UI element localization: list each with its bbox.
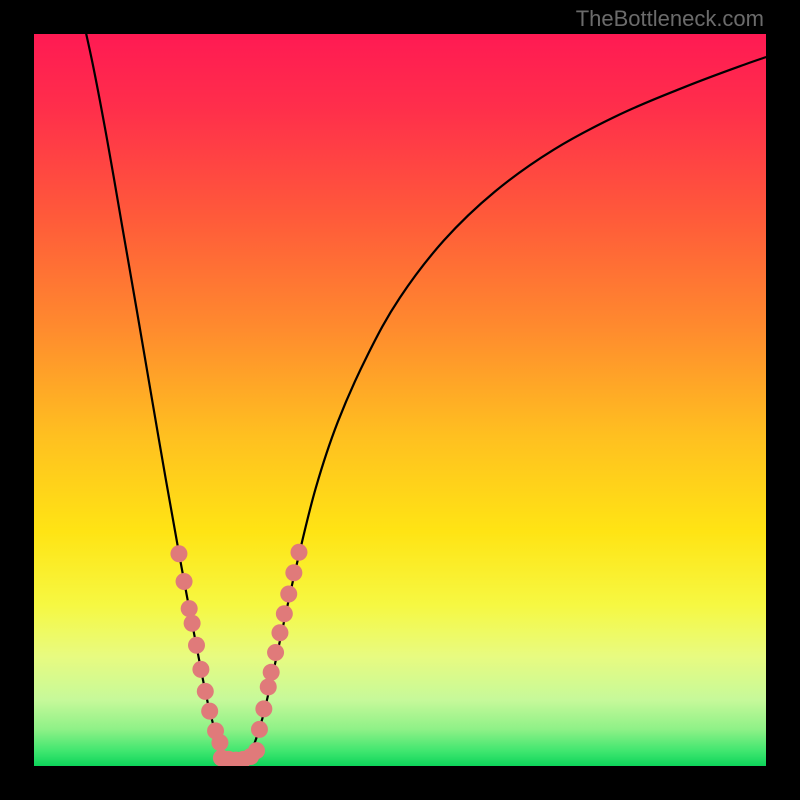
data-marker (276, 605, 293, 622)
data-marker (188, 637, 205, 654)
chart-frame: TheBottleneck.com (0, 0, 800, 800)
data-marker (267, 644, 284, 661)
data-marker (201, 703, 218, 720)
data-marker (170, 545, 187, 562)
watermark-text: TheBottleneck.com (576, 6, 764, 32)
data-marker (181, 600, 198, 617)
data-marker (211, 734, 228, 751)
data-marker (285, 564, 302, 581)
data-marker (255, 700, 272, 717)
data-marker (184, 615, 201, 632)
gradient-background (34, 34, 766, 766)
data-marker (248, 742, 265, 759)
data-marker (260, 678, 277, 695)
data-marker (251, 721, 268, 738)
data-marker (271, 624, 288, 641)
data-marker (263, 664, 280, 681)
frame-border-left (0, 0, 34, 800)
frame-border-bottom (0, 766, 800, 800)
data-marker (197, 683, 214, 700)
data-marker (280, 585, 297, 602)
frame-border-right (766, 0, 800, 800)
bottleneck-curve-chart (34, 34, 766, 766)
data-marker (192, 661, 209, 678)
data-marker (176, 573, 193, 590)
data-marker (290, 544, 307, 561)
